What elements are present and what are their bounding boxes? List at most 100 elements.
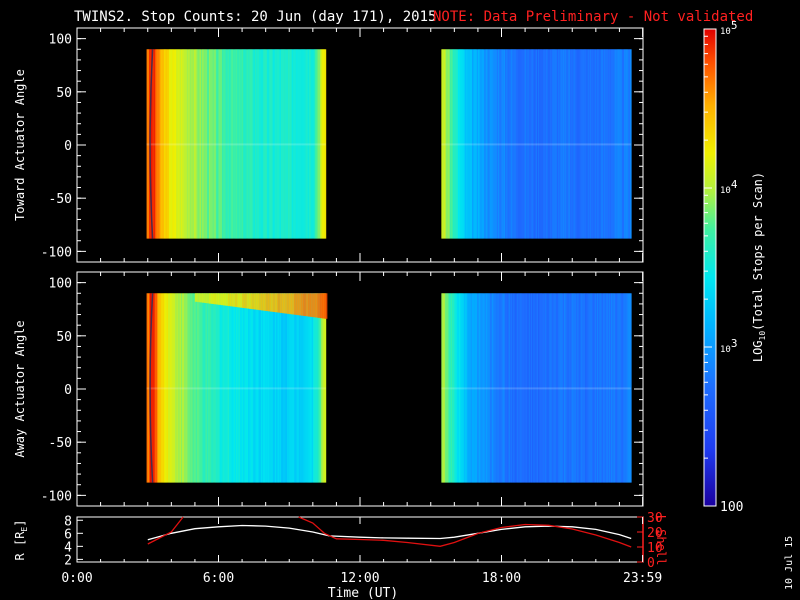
heatmap-column (548, 293, 551, 483)
toward-heatmap (146, 49, 632, 239)
away-ylabel: Away Actuator Angle (13, 320, 27, 457)
heatmap-column (535, 293, 538, 483)
colorbar-tick-label: 105 (720, 19, 737, 37)
enhancement-cell (293, 293, 297, 315)
heatmap-column (308, 49, 310, 239)
heatmap-column (484, 293, 487, 483)
heatmap-column (479, 49, 481, 239)
heatmap-column (317, 49, 320, 239)
heatmap-column (235, 49, 237, 239)
heatmap-column (214, 293, 217, 483)
heatmap-column (562, 49, 565, 239)
heatmap-column (505, 293, 507, 483)
heatmap-column (532, 49, 534, 239)
heatmap-column (574, 293, 577, 483)
heatmap-column (290, 49, 293, 239)
heatmap-column (480, 293, 482, 483)
heatmap-column (192, 293, 195, 483)
heatmap-column (157, 293, 159, 483)
heatmap-column (512, 49, 514, 239)
heatmap-column (515, 293, 518, 483)
heatmap-column (273, 49, 276, 239)
heatmap-column (152, 293, 155, 483)
colorbar-ticks: 105 104 103 100 (704, 19, 743, 515)
heatmap-column (500, 49, 502, 239)
heatmap-column (598, 293, 600, 483)
heatmap-column (273, 293, 276, 483)
heatmap-column (211, 293, 213, 483)
heatmap-column (542, 49, 545, 239)
heatmap-column (527, 49, 530, 239)
lshell-tick-label: 30 (647, 511, 663, 526)
heatmap-column (177, 49, 179, 239)
heatmap-column (460, 293, 462, 483)
heatmap-column (161, 293, 164, 483)
heatmap-column (559, 49, 561, 239)
heatmap-column (469, 293, 472, 483)
heatmap-column (245, 49, 248, 239)
heatmap-column (154, 293, 157, 483)
ytick-label: 100 (49, 33, 72, 48)
heatmap-column (209, 49, 211, 239)
heatmap-column (548, 49, 551, 239)
heatmap-column (147, 293, 150, 483)
heatmap-column (177, 293, 179, 483)
heatmap-column (218, 49, 221, 239)
heatmap-column (276, 293, 278, 483)
heatmap-column (164, 49, 166, 239)
heatmap-column (214, 49, 217, 239)
heatmap-column (311, 293, 314, 483)
heatmap-column (489, 49, 492, 239)
heatmap-column (594, 49, 597, 239)
heatmap-column (569, 293, 572, 483)
heatmap-column (523, 293, 526, 483)
enhancement-cell (319, 293, 323, 319)
heatmap-column (238, 293, 241, 483)
heatmap-column (288, 49, 290, 239)
heatmap-column (599, 49, 601, 239)
heatmap-column (179, 49, 182, 239)
heatmap-column (319, 49, 322, 239)
heatmap-column (573, 49, 576, 239)
heatmap-column (269, 293, 271, 483)
heatmap-column (263, 293, 265, 483)
heatmap-column (597, 49, 599, 239)
heatmap-column (227, 49, 230, 239)
heatmap-column (456, 293, 459, 483)
enhancement-cell (218, 293, 222, 305)
heatmap-column (257, 49, 259, 239)
heatmap-column (210, 293, 212, 483)
heatmap-column (520, 49, 522, 239)
heatmap-column (223, 49, 225, 239)
heatmap-column (222, 49, 224, 239)
heatmap-column (199, 293, 202, 483)
heatmap-column (535, 49, 538, 239)
heatmap-column (226, 293, 229, 483)
heatmap-column (606, 49, 609, 239)
plot-title: TWINS2. Stop Counts: 20 Jun (day 171), 2… (74, 9, 436, 25)
enhancement-cell (291, 293, 295, 315)
heatmap-column (526, 293, 528, 483)
heatmap-column (150, 49, 152, 239)
colorbar-tick-label: 100 (720, 500, 743, 515)
r-tick-label: 2 (64, 553, 72, 568)
heatmap-column (181, 49, 184, 239)
ytick-label: 50 (56, 330, 72, 345)
heatmap-column (168, 49, 171, 239)
heatmap-column (284, 293, 287, 483)
heatmap-column (187, 49, 190, 239)
heatmap-column (217, 293, 219, 483)
heatmap-column (612, 49, 614, 239)
heatmap-column (500, 293, 502, 483)
heatmap-column (186, 293, 189, 483)
heatmap-column (199, 49, 202, 239)
heatmap-column (580, 49, 583, 239)
heatmap-column (448, 293, 451, 483)
heatmap-column (530, 293, 533, 483)
heatmap-column (231, 293, 234, 483)
heatmap-column (486, 293, 488, 483)
r-distance-line (147, 524, 632, 541)
heatmap-column (146, 49, 149, 239)
heatmap-column (459, 293, 461, 483)
